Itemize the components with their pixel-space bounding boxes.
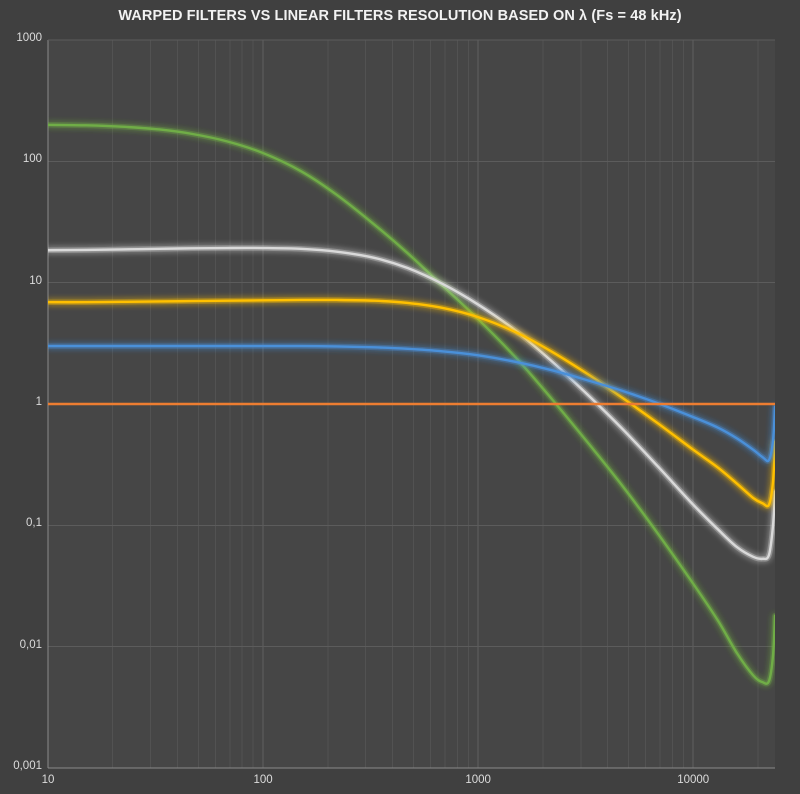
y-axis-tick-label: 100 bbox=[22, 153, 42, 166]
y-axis-tick-label: 10 bbox=[29, 274, 42, 287]
y-axis-tick-label: 0,01 bbox=[19, 638, 42, 651]
x-axis-tick-label: 10000 bbox=[677, 774, 710, 786]
y-axis-tick-label: 0,001 bbox=[13, 760, 42, 772]
x-axis-tick-label: 1000 bbox=[465, 774, 491, 786]
y-axis-tick-label: 1 bbox=[35, 396, 42, 408]
y-axis-tick-label: 1000 bbox=[16, 32, 42, 44]
x-axis-tick-label: 10 bbox=[41, 774, 55, 786]
chart-title: WARPED FILTERS VS LINEAR FILTERS RESOLUT… bbox=[118, 8, 682, 24]
y-axis-tick-label: 0,1 bbox=[26, 517, 42, 530]
x-axis-tick-label: 100 bbox=[253, 774, 273, 786]
